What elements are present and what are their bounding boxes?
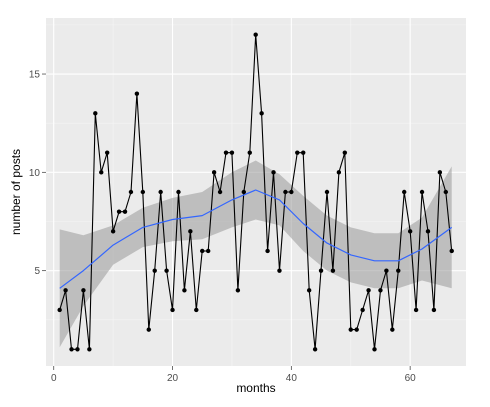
data-point xyxy=(301,150,306,155)
data-point xyxy=(449,248,454,254)
y-tick-label: 10 xyxy=(29,168,41,179)
data-point xyxy=(81,288,86,293)
data-point xyxy=(229,150,235,155)
data-point xyxy=(247,150,252,155)
data-point xyxy=(182,288,187,293)
confidence-band xyxy=(59,160,452,348)
data-point xyxy=(176,189,181,195)
y-axis-ticks: 5 10 15 xyxy=(29,70,46,277)
data-point xyxy=(87,347,92,352)
x-tick-label: 20 xyxy=(167,373,179,384)
data-point xyxy=(378,288,383,293)
confidence-band-layer xyxy=(59,160,452,348)
data-point xyxy=(312,347,318,352)
data-point xyxy=(265,248,270,254)
data-point xyxy=(128,189,134,195)
data-point xyxy=(146,327,151,332)
data-point xyxy=(306,288,312,293)
data-point xyxy=(194,307,199,313)
data-point xyxy=(235,288,241,293)
data-point xyxy=(122,209,128,214)
data-point xyxy=(425,229,431,234)
data-point xyxy=(134,91,140,96)
data-point xyxy=(116,209,122,214)
data-point xyxy=(390,327,395,332)
data-point xyxy=(396,268,401,273)
data-point xyxy=(318,268,324,273)
x-tick-label: 60 xyxy=(405,373,417,384)
data-point xyxy=(271,170,276,175)
data-point xyxy=(217,189,223,195)
data-point xyxy=(324,189,330,195)
smooth-line-layer xyxy=(59,189,453,289)
data-point xyxy=(413,307,419,313)
x-axis-title: months xyxy=(236,381,275,395)
data-point xyxy=(372,347,377,352)
data-point xyxy=(200,248,205,254)
data-point xyxy=(188,229,193,234)
data-point xyxy=(104,150,110,155)
data-point xyxy=(443,189,449,195)
data-point xyxy=(407,229,413,234)
data-point xyxy=(69,347,74,352)
data-point xyxy=(342,150,348,155)
data-point xyxy=(63,288,68,293)
x-tick-label: 0 xyxy=(51,373,57,384)
data-point xyxy=(336,170,342,175)
data-point xyxy=(259,111,264,116)
data-point xyxy=(211,170,217,175)
y-axis-title: number of posts xyxy=(9,149,23,235)
data-point xyxy=(354,327,359,332)
x-axis-ticks: 0 20 40 60 xyxy=(51,366,416,384)
data-point xyxy=(366,288,371,293)
data-point xyxy=(360,307,365,313)
data-point xyxy=(93,111,98,116)
data-point xyxy=(437,170,443,175)
data-point xyxy=(158,189,163,195)
data-points xyxy=(57,32,454,352)
data-point xyxy=(241,189,247,195)
data-point xyxy=(152,268,157,273)
data-point xyxy=(277,268,282,273)
data-point xyxy=(110,229,116,234)
data-point xyxy=(283,189,288,195)
data-point xyxy=(348,327,353,332)
data-point xyxy=(75,347,80,352)
data-point xyxy=(170,307,175,313)
data-point xyxy=(57,307,62,313)
data-point xyxy=(289,189,294,195)
data-point xyxy=(164,268,169,273)
data-point xyxy=(140,189,146,195)
smooth-fit-line xyxy=(59,189,453,289)
data-point xyxy=(99,170,104,175)
y-tick-label: 5 xyxy=(34,266,40,277)
data-point xyxy=(419,189,425,195)
data-point xyxy=(384,268,389,273)
data-point xyxy=(253,32,258,37)
data-point xyxy=(431,307,437,313)
y-tick-label: 15 xyxy=(29,70,41,81)
x-tick-label: 40 xyxy=(286,373,298,384)
data-point xyxy=(402,189,407,195)
data-point xyxy=(223,150,229,155)
data-point xyxy=(295,150,300,155)
data-point xyxy=(205,248,211,254)
data-point xyxy=(330,268,336,273)
